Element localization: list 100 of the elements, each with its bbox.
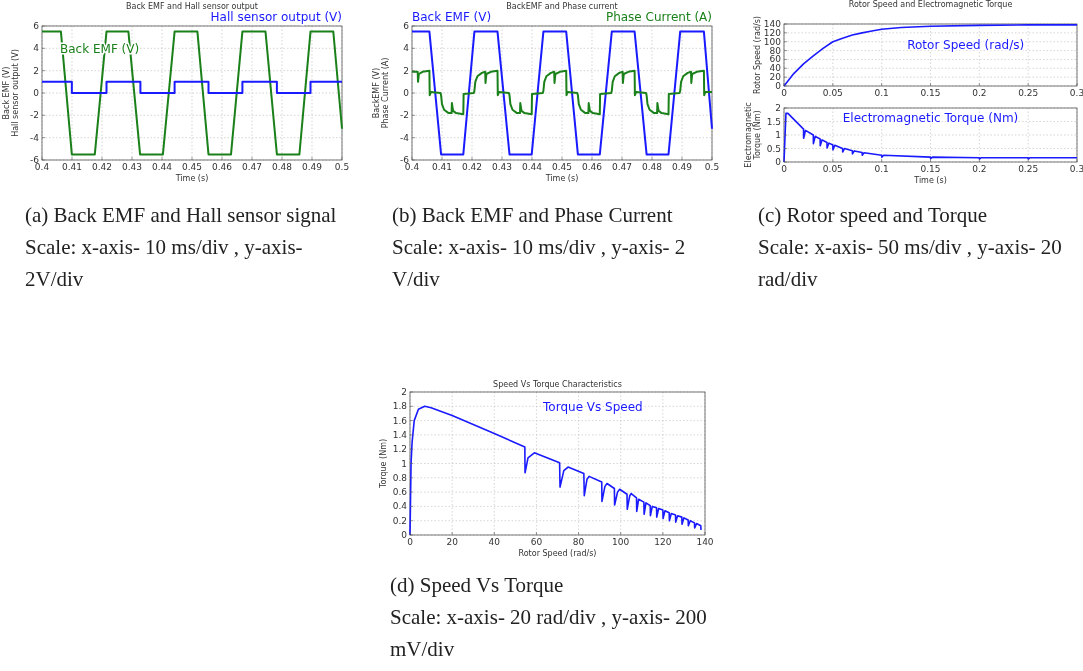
y-tick-label: 60 — [769, 54, 782, 65]
y-tick-label: 140 — [763, 19, 782, 29]
x-tick-label: 0.05 — [822, 164, 843, 174]
x-tick-label: 0.5 — [334, 162, 350, 172]
x-axis-title: Rotor Speed (rad/s) — [518, 549, 597, 558]
x-tick-label: 120 — [654, 537, 672, 547]
x-tick-label: 0.42 — [461, 162, 483, 172]
x-tick-label: 0.46 — [581, 162, 603, 172]
chart-title: Rotor Speed and Electromagnetic Torque — [848, 0, 1013, 9]
x-tick-label: 0.47 — [241, 162, 263, 172]
series-label: Back EMF (V) — [412, 10, 492, 24]
y-tick-label: 120 — [763, 27, 782, 38]
y-tick-label: 0 — [775, 81, 782, 91]
x-tick-label: 0.25 — [1018, 88, 1039, 98]
x-axis-title: Time (s) — [913, 176, 947, 185]
x-tick-label: 0.41 — [431, 162, 453, 172]
x-tick-label: 0.45 — [181, 162, 203, 172]
x-tick-label: 0.25 — [1018, 164, 1039, 174]
y-tick-label: 20 — [769, 72, 782, 83]
y-tick-label: 1.8 — [392, 401, 408, 412]
x-tick-label: 0.44 — [521, 162, 543, 172]
y-tick-label: 4 — [403, 43, 410, 54]
x-tick-label: 40 — [488, 537, 501, 547]
y-tick-label: 2 — [401, 387, 407, 397]
y-tick-label: 1.6 — [392, 415, 408, 426]
y-axis-title: Torque (Nm) — [379, 438, 388, 490]
x-tick-label: 0.15 — [920, 164, 941, 174]
y-tick-label: -2 — [400, 110, 409, 121]
x-tick-label: 0.2 — [972, 88, 987, 98]
y-axis-title: Electromagnetic Torque (Nm) — [744, 102, 762, 168]
y-axis-title: Rotor Speed (rad/s) — [753, 16, 762, 94]
x-tick-label: 0.05 — [822, 88, 843, 98]
x-tick-label: 20 — [446, 537, 459, 547]
y-tick-label: 0.2 — [392, 515, 407, 526]
y-tick-label: 80 — [769, 45, 782, 56]
x-tick-label: 80 — [572, 537, 585, 547]
x-tick-label: 0.1 — [874, 164, 889, 174]
chart-title: Back EMF and Hall sensor output — [125, 2, 259, 11]
x-tick-label: 60 — [530, 537, 543, 547]
y-tick-label: 6 — [403, 21, 410, 31]
y-tick-label: 1 — [401, 458, 407, 469]
x-tick-label: 0.43 — [491, 162, 513, 172]
series-label: Rotor Speed (rad/s) — [907, 37, 1025, 52]
text: Hall sensor output (V) — [210, 10, 342, 24]
y-axis-title: BackEMF (V) Phase Current (A) — [372, 57, 390, 129]
text: Scale: x-axis- 20 rad/div , y-axis- 200 mV/div — [390, 605, 707, 661]
chart-title: BackEMF and Phase current — [506, 2, 618, 11]
x-tick-label: 0.5 — [704, 162, 720, 172]
y-tick-label: 100 — [763, 36, 782, 47]
y-tick-label: -2 — [30, 110, 39, 121]
y-tick-label: -4 — [30, 132, 40, 143]
y-tick-label: 1.5 — [766, 116, 781, 127]
y-tick-label: 2 — [775, 103, 781, 113]
x-tick-label: 0.3 — [1069, 88, 1083, 98]
y-tick-label: 2 — [403, 65, 409, 76]
y-tick-label: 0.6 — [392, 487, 408, 498]
y-tick-label: -4 — [400, 132, 410, 143]
y-tick-label: 2 — [33, 65, 39, 76]
y-tick-label: 40 — [769, 63, 782, 74]
y-axis-title: Back EMF (V) Hall sensor output (V) — [2, 49, 20, 137]
chart-title: Speed Vs Torque Characteristics — [493, 380, 622, 389]
x-tick-label: 100 — [612, 537, 630, 547]
text: Scale: x-axis- 50 ms/div , y-axis- 20 rad/div — [758, 235, 1062, 291]
x-tick-label: 0.48 — [271, 162, 293, 172]
x-tick-label: 0.1 — [874, 88, 889, 98]
text: Scale: x-axis- 10 ms/div , y-axis- 2V/div — [25, 235, 303, 291]
x-tick-label: 0.43 — [121, 162, 143, 172]
y-tick-label: 4 — [33, 43, 40, 54]
x-tick-label: 0.42 — [91, 162, 113, 172]
x-tick-label: 0.48 — [641, 162, 663, 172]
x-tick-label: 0.2 — [972, 164, 987, 174]
x-tick-label: 140 — [696, 537, 714, 547]
y-tick-label: 1.4 — [392, 429, 408, 440]
text: Torque Vs Speed — [542, 399, 643, 414]
text: (a) Back EMF and Hall sensor signal — [25, 203, 337, 227]
text: (b) Back EMF and Phase Current — [392, 203, 673, 227]
x-tick-label: 0.47 — [611, 162, 633, 172]
y-tick-label: 6 — [33, 21, 40, 31]
y-tick-label: 0.4 — [392, 501, 408, 512]
x-axis-title: Time (s) — [174, 174, 209, 183]
y-tick-label: 1.2 — [392, 444, 407, 455]
text: (c) Rotor speed and Torque — [758, 203, 988, 227]
text: (d) Speed Vs Torque — [390, 573, 564, 597]
y-tick-label: 0 — [401, 530, 408, 540]
x-tick-label: 0.49 — [671, 162, 693, 172]
x-tick-label: 0.46 — [211, 162, 233, 172]
line-series — [411, 69, 713, 116]
text: Phase Current (A) — [605, 10, 712, 24]
x-axis-title: Time (s) — [544, 174, 579, 183]
x-tick-label: 0.45 — [551, 162, 573, 172]
y-tick-label: 0.5 — [766, 143, 781, 154]
y-tick-label: 0.8 — [392, 472, 408, 483]
text: Scale: x-axis- 10 ms/div , y-axis- 2 V/div — [392, 235, 686, 291]
x-tick-label: 0.41 — [61, 162, 83, 172]
x-tick-label: 0.15 — [920, 88, 941, 98]
x-tick-label: 0.49 — [301, 162, 323, 172]
y-tick-label: 1 — [775, 130, 781, 140]
series-label: Electromagnetic Torque (Nm) — [842, 110, 1019, 125]
x-tick-label: 0.3 — [1069, 164, 1083, 174]
x-tick-label: 0.44 — [151, 162, 173, 172]
